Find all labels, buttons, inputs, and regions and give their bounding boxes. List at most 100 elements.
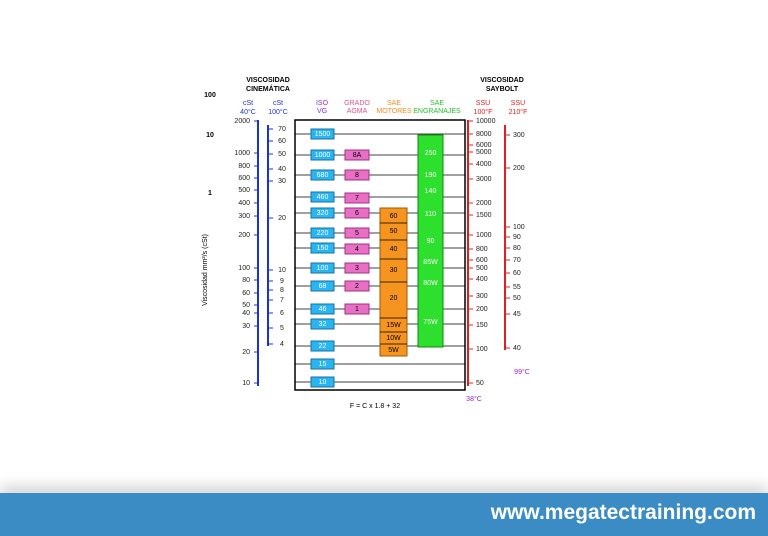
- column-title: SAE: [387, 100, 401, 107]
- column-title: ENGRANAJES: [413, 108, 461, 115]
- ssu-100f-label: 2000: [476, 200, 492, 207]
- ssu-100f-label: 3000: [476, 176, 492, 183]
- ssu-100f-label: 5000: [476, 149, 492, 156]
- iso-box: [310, 227, 335, 239]
- iso-grade: 150: [317, 245, 329, 252]
- ssu-210f-label: 300: [513, 132, 525, 139]
- agma-grade: 1: [355, 306, 359, 313]
- axis-100c-label: 7: [280, 297, 284, 304]
- iso-box: [310, 303, 335, 315]
- right-title: SAYBOLT: [486, 86, 519, 93]
- sae-motor-grade: 40: [390, 246, 398, 253]
- axis-100c-label: 4: [280, 341, 284, 348]
- sae-motor-grade: 5W: [388, 347, 399, 354]
- iso-box: [310, 280, 335, 292]
- iso-grade: 22: [319, 343, 327, 350]
- agma-box: [344, 280, 370, 292]
- agma-box: [344, 169, 370, 181]
- ssu-210f-label: 80: [513, 245, 521, 252]
- ssu-100f-label: 1000: [476, 232, 492, 239]
- agma-box: [344, 149, 370, 161]
- iso-grade: 68: [319, 283, 327, 290]
- ssu-100f-label: 8000: [476, 131, 492, 138]
- axis-100c-label: 50: [278, 151, 286, 158]
- agma-box: [344, 192, 370, 204]
- agma-box: [344, 207, 370, 219]
- axis-100c-label: 10: [278, 267, 286, 274]
- ssu-210f-label: 45: [513, 311, 521, 318]
- ssu-210f-label: 50: [513, 295, 521, 302]
- axis-temp: 100°C: [268, 108, 288, 116]
- axis-40c-label: 600: [238, 175, 250, 182]
- left-title: CINEMÁTICA: [246, 84, 290, 93]
- sae-motor-grade: 15W: [386, 322, 401, 329]
- ssu-100f-label: 150: [476, 322, 488, 329]
- axis-temp: 210°F: [509, 108, 528, 116]
- column-title: GRADO: [344, 100, 370, 107]
- sae-gear-grade: 190: [425, 172, 437, 179]
- axis-100c-label: 30: [278, 178, 286, 185]
- agma-grade: 6: [355, 210, 359, 217]
- ssu-100f-label: 600: [476, 257, 488, 264]
- iso-box: [310, 128, 335, 140]
- ssu-210f-label: 55: [513, 284, 521, 291]
- axis-40c-label: 300: [238, 213, 250, 220]
- sae-gear-grade: 140: [425, 188, 437, 195]
- axis-unit: SSU: [511, 100, 525, 107]
- sae-gear-grade: 110: [425, 211, 436, 218]
- agma-grade: 5: [355, 230, 359, 237]
- axis-100c-label: 8: [280, 287, 284, 294]
- iso-grade: 460: [317, 194, 329, 201]
- column-title: ISO: [316, 100, 329, 107]
- sae-gear-grade: 80W: [423, 280, 438, 287]
- iso-box: [310, 376, 335, 388]
- ssu-100f-label: 6000: [476, 142, 492, 149]
- iso-grade: 220: [317, 230, 329, 237]
- mm-label: 100: [204, 92, 216, 99]
- iso-grade: 320: [317, 210, 329, 217]
- ssu-100f-label: 200: [476, 306, 488, 313]
- mm-label: 10: [206, 132, 214, 139]
- axis-temp: 100°F: [474, 108, 493, 116]
- agma-box: [344, 262, 370, 274]
- axis-label: Viscosidad mm²/s (cSt): [202, 234, 209, 306]
- iso-box: [310, 358, 335, 370]
- axis-40c-label: 40: [242, 310, 250, 317]
- axis-100c-label: 20: [278, 215, 286, 222]
- agma-grade: 7: [355, 195, 359, 202]
- ssu-100f-label: 1500: [476, 212, 492, 219]
- axis-40c-label: 500: [238, 187, 250, 194]
- iso-grade: 1500: [315, 131, 331, 138]
- agma-box: [344, 303, 370, 315]
- axis-100c-label: 5: [280, 325, 284, 332]
- sae-gear-grade: 85W: [423, 259, 438, 266]
- axis-100c-label: 70: [278, 126, 286, 133]
- sae-motor-grade: 20: [390, 295, 398, 302]
- axis-100c-label: 60: [278, 138, 286, 145]
- iso-box: [310, 318, 335, 330]
- iso-box: [310, 242, 335, 254]
- sae-motor-grade: 60: [390, 213, 398, 220]
- agma-grade: 2: [355, 283, 359, 290]
- ssu-210f-note: 99°C: [514, 368, 530, 376]
- iso-grade: 15: [319, 361, 327, 368]
- left-title: VISCOSIDAD: [246, 77, 290, 84]
- axis-40c-label: 200: [238, 232, 250, 239]
- axis-40c-label: 100: [238, 265, 250, 272]
- formula: F = C x 1.8 + 32: [350, 403, 400, 410]
- iso-grade: 680: [317, 172, 329, 179]
- axis-100c-label: 9: [280, 278, 284, 285]
- sae-motor-grade: 50: [390, 228, 398, 235]
- ssu-100f-label: 400: [476, 276, 488, 283]
- axis-unit: cSt: [243, 100, 253, 107]
- iso-grade: 32: [319, 321, 327, 328]
- ssu-100f-note: 38°C: [466, 395, 482, 403]
- axis-40c-label: 10: [242, 380, 250, 387]
- ssu-100f-label: 500: [476, 265, 488, 272]
- ssu-210f-label: 70: [513, 257, 521, 264]
- mm-label: 1: [208, 190, 212, 197]
- ssu-100f-label: 100: [476, 346, 488, 353]
- sae-motor-grade: 10W: [386, 335, 401, 342]
- axis-100c-label: 40: [278, 166, 286, 173]
- iso-box: [310, 169, 335, 181]
